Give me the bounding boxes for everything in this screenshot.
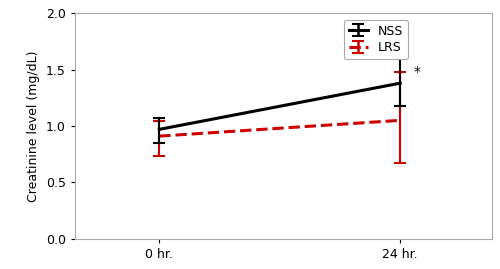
Legend: NSS, LRS: NSS, LRS — [344, 20, 408, 59]
Text: *: * — [414, 65, 420, 79]
Y-axis label: Creatinine level (mg/dL): Creatinine level (mg/dL) — [28, 50, 40, 202]
